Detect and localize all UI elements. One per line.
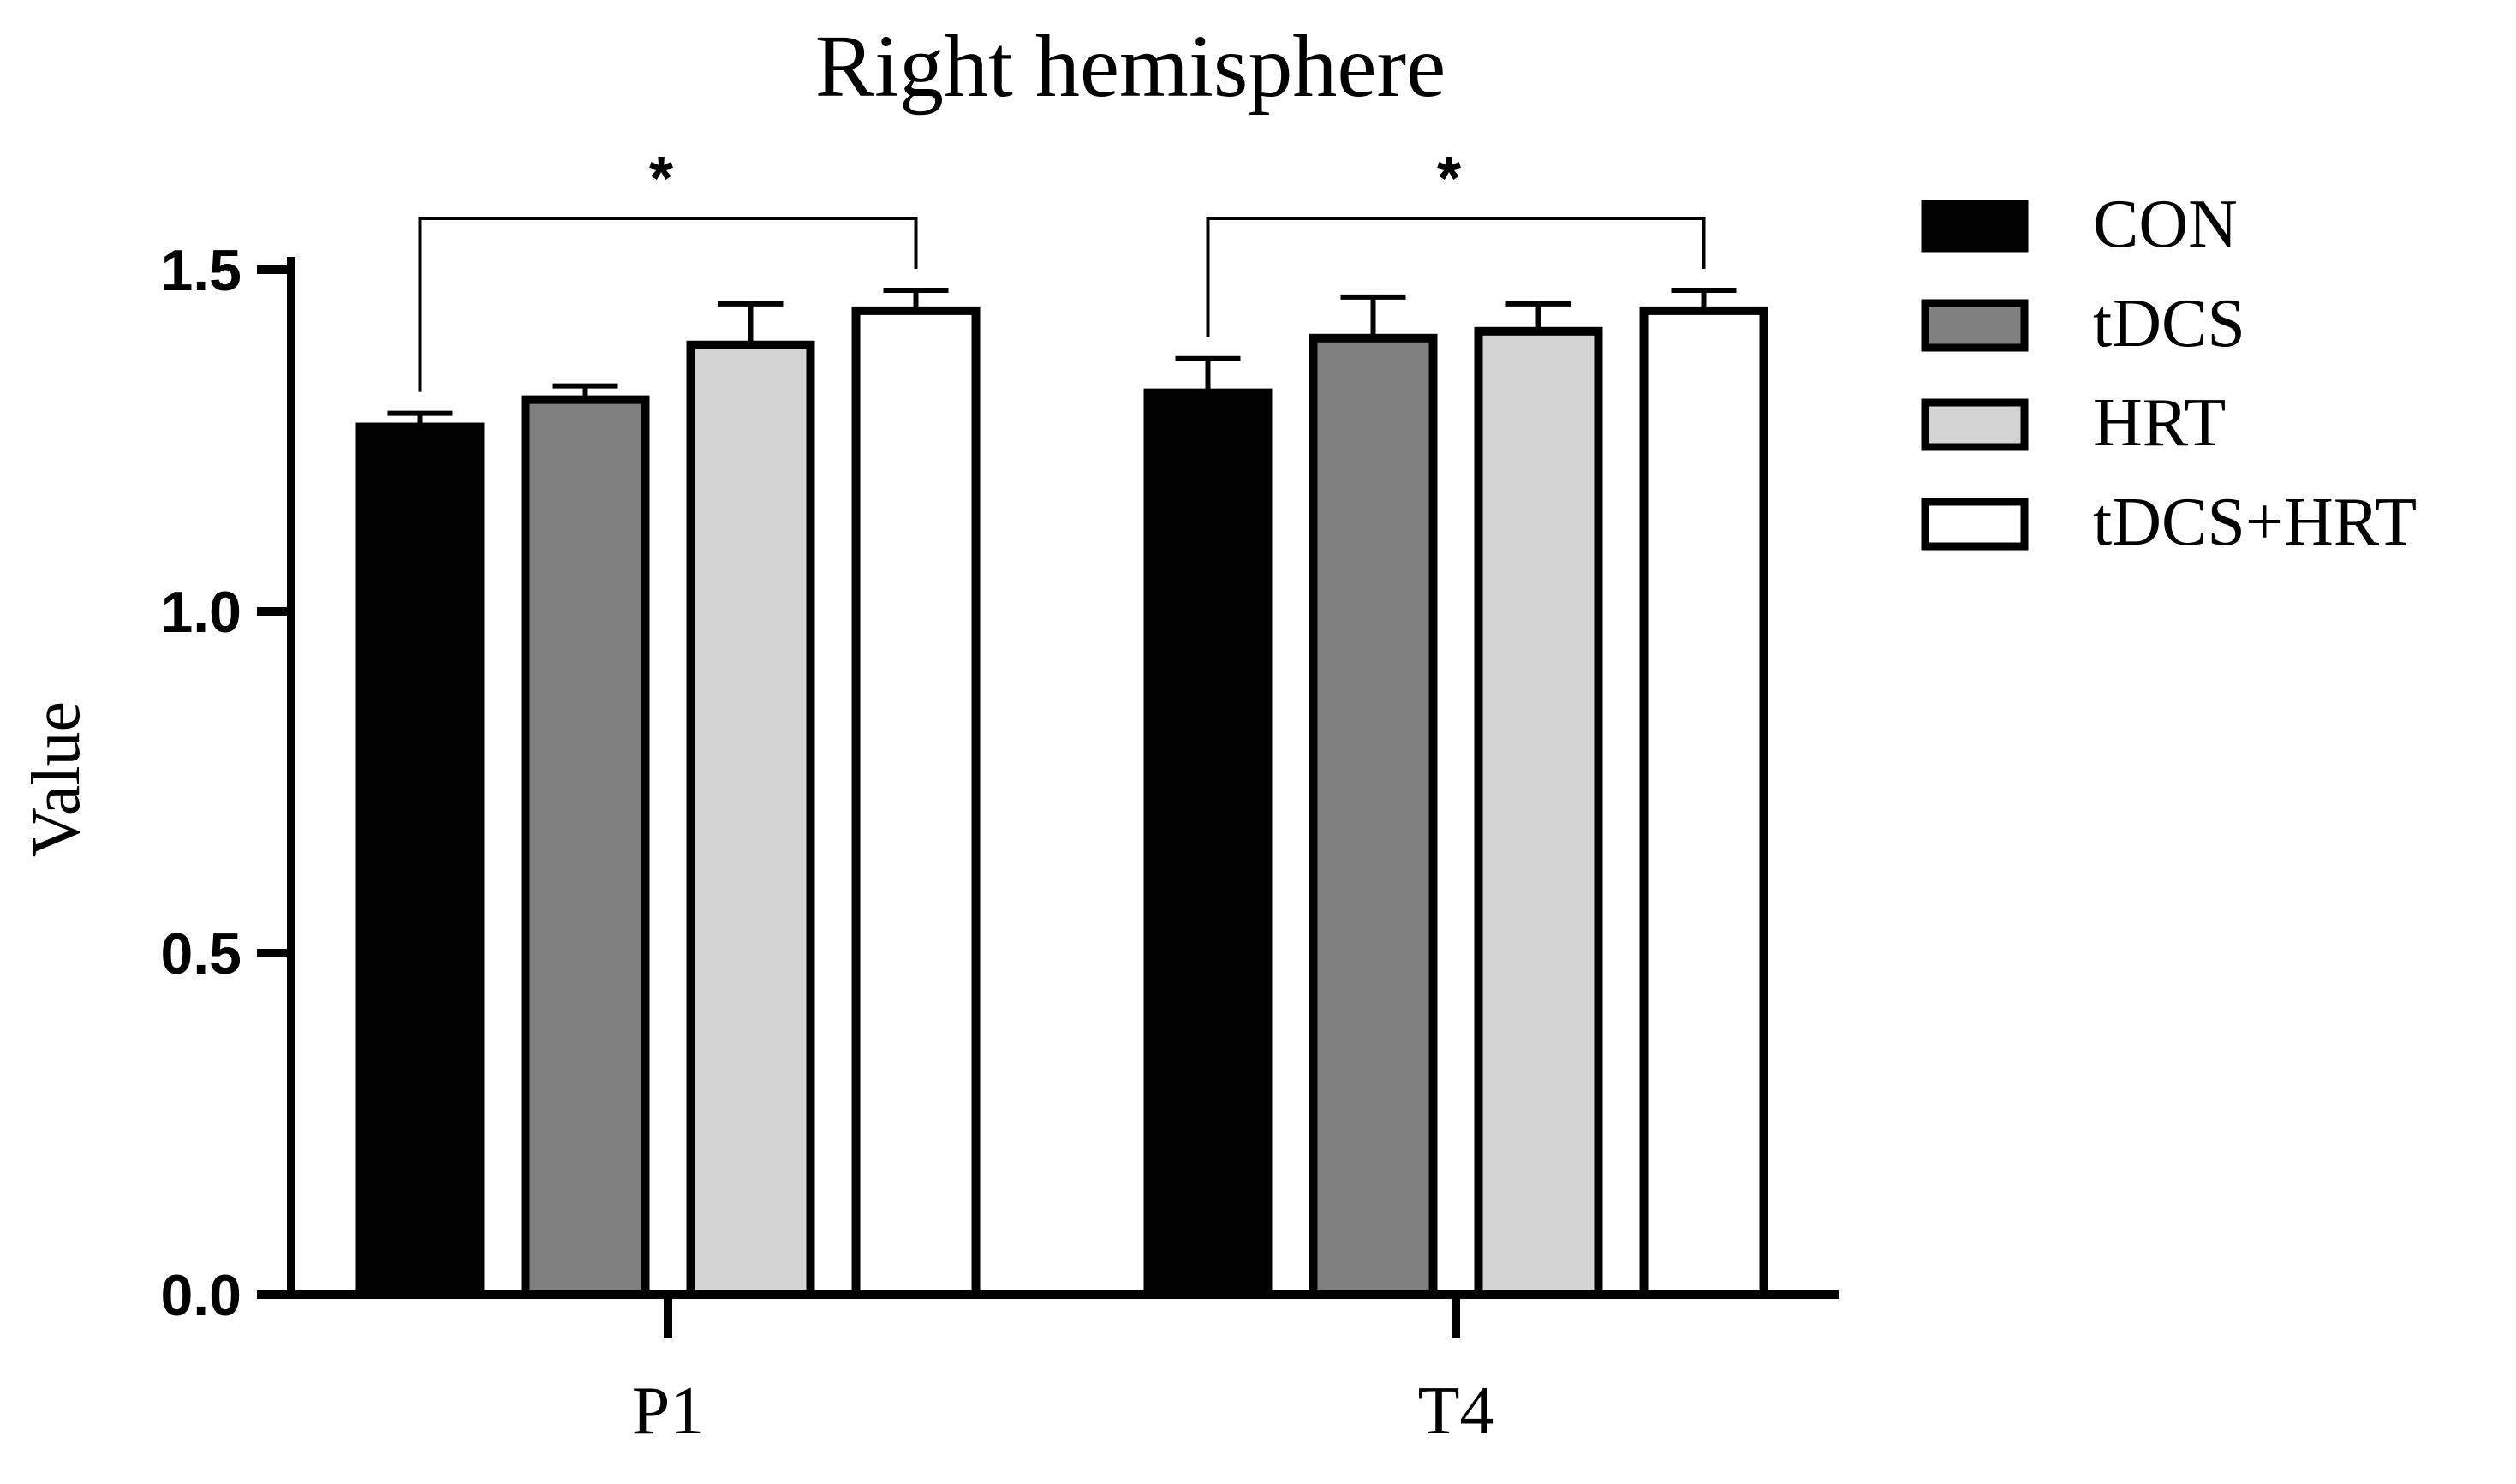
bar <box>355 422 485 1300</box>
x-tick-label: T4 <box>1418 1374 1494 1449</box>
significance-bracket <box>1206 217 1706 337</box>
x-tick-label: P1 <box>632 1374 705 1449</box>
significance-marker: * <box>649 145 673 213</box>
bar <box>1143 388 1273 1299</box>
y-tick-label: 1.5 <box>160 238 241 303</box>
legend-swatch <box>1921 200 2029 253</box>
significance-marker: * <box>1437 145 1461 213</box>
bar <box>521 395 650 1299</box>
legend-swatch <box>1921 398 2029 451</box>
bar <box>851 306 981 1299</box>
bar <box>1309 333 1438 1299</box>
legend: CON tDCS HRT tDCS+HRT <box>1921 187 2417 560</box>
y-tick-label: 0.5 <box>160 921 241 986</box>
legend-label: CON <box>2093 187 2238 262</box>
y-tick-label: 0.0 <box>160 1263 241 1328</box>
legend-label: tDCS+HRT <box>2093 485 2417 560</box>
y-tick-label: 1.0 <box>160 580 241 645</box>
bar <box>1639 306 1768 1299</box>
chart-title: Right hemisphere <box>815 17 1446 116</box>
legend-swatch <box>1921 299 2029 352</box>
y-axis-label: Value <box>19 701 94 857</box>
legend-label: tDCS <box>2093 286 2245 361</box>
bar <box>686 340 815 1299</box>
legend-swatch <box>1921 498 2029 551</box>
bar <box>1474 326 1603 1300</box>
plot-area: 0.0 0.5 1.0 1.5 P1 T4 * * <box>160 145 1839 1449</box>
legend-label: HRT <box>2093 385 2226 461</box>
significance-bracket <box>418 217 918 392</box>
